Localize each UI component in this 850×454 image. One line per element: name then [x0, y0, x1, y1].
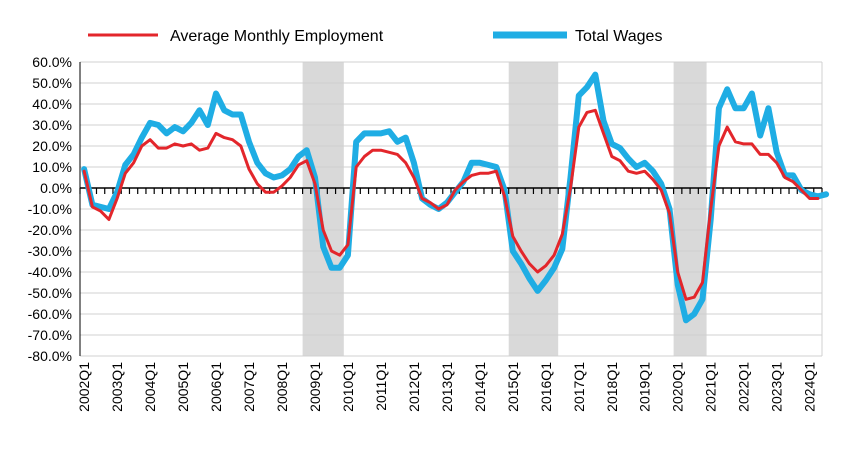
x-tick-label: 2014Q1 [472, 362, 488, 412]
x-tick-label: 2004Q1 [142, 362, 158, 412]
y-tick-label: 20.0% [32, 138, 72, 154]
x-tick-label: 2020Q1 [670, 362, 686, 412]
y-tick-label: -20.0% [28, 222, 72, 238]
y-tick-label: -30.0% [28, 243, 72, 259]
x-tick-label: 2011Q1 [373, 362, 389, 411]
y-tick-label: -10.0% [28, 201, 72, 217]
series-line-wages [81, 71, 830, 324]
legend-label-employment: Average Monthly Employment [170, 28, 384, 45]
x-tick-label: 2002Q1 [76, 362, 92, 412]
y-tick-label: 0.0% [40, 180, 72, 196]
series-line-employment [82, 108, 820, 301]
x-tick-label: 2010Q1 [340, 362, 356, 412]
x-tick-label: 2005Q1 [175, 362, 191, 412]
y-tick-label: -60.0% [28, 306, 72, 322]
y-tick-label: -40.0% [28, 264, 72, 280]
x-tick-label: 2003Q1 [109, 362, 125, 412]
x-tick-label: 2008Q1 [274, 362, 290, 412]
y-tick-label: 60.0% [32, 54, 72, 70]
x-tick-label: 2018Q1 [604, 362, 620, 412]
series-lines [81, 71, 830, 324]
y-tick-label: 40.0% [32, 96, 72, 112]
y-axis: 60.0% 50.0% 40.0% 30.0% 20.0% 10.0% 0.0% -10.0%… [28, 54, 81, 364]
y-tick-label: -80.0% [28, 348, 72, 364]
x-tick-label: 2019Q1 [637, 362, 653, 412]
x-tick-label: 2012Q1 [406, 362, 422, 412]
y-tick-label: -50.0% [28, 285, 72, 301]
legend-label-wages: Total Wages [575, 28, 662, 45]
y-tick-label: 10.0% [32, 159, 72, 175]
x-tick-label: 2009Q1 [307, 362, 323, 412]
x-tick-label: 2007Q1 [241, 362, 257, 412]
y-tick-label: -70.0% [28, 327, 72, 343]
x-tick-label: 2006Q1 [208, 362, 224, 412]
x-axis: 2002Q1 2003Q1 2004Q1 2005Q1 2006Q1 2007Q1 2008… [76, 187, 823, 412]
x-tick-label: 2021Q1 [703, 362, 719, 412]
legend-item-wages: Total Wages [493, 28, 662, 45]
x-tick-label: 2015Q1 [505, 362, 521, 412]
y-tick-label: 30.0% [32, 117, 72, 133]
x-tick-label: 2023Q1 [769, 362, 785, 412]
x-tick-label: 2024Q1 [802, 362, 818, 412]
legend-item-employment: Average Monthly Employment [88, 28, 384, 45]
y-tick-label: 50.0% [32, 75, 72, 91]
x-tick-label: 2016Q1 [538, 362, 554, 412]
x-tick-label: 2022Q1 [736, 362, 752, 412]
legend: Average Monthly Employment Total Wages [88, 28, 662, 45]
gridlines [80, 61, 823, 357]
x-tick-label: 2013Q1 [439, 362, 455, 412]
x-tick-label: 2017Q1 [571, 362, 587, 412]
